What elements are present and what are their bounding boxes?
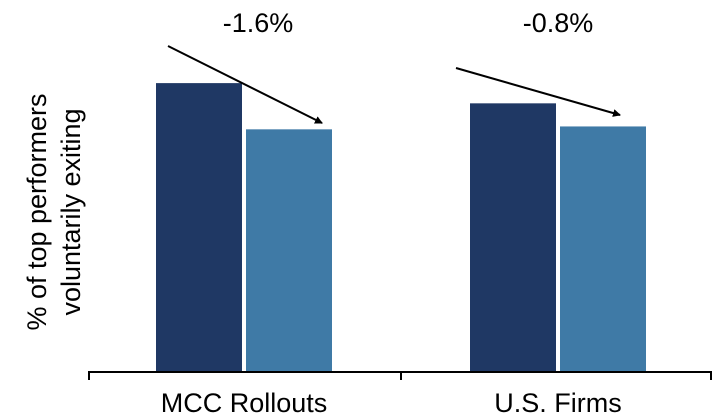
bar-mcc-rollouts-series-1: [156, 83, 242, 372]
y-axis-label-line-1: % of top performers: [22, 93, 52, 330]
change-arrow-1: [167, 45, 323, 124]
annotation-us-firms: -0.8%: [523, 8, 594, 38]
bar-mcc-rollouts-series-2: [246, 129, 332, 372]
annotations: [167, 45, 621, 124]
y-axis-label-line-2: voluntarily exiting: [56, 108, 86, 315]
category-label-us-firms: U.S. Firms: [494, 388, 622, 418]
bars: [156, 83, 646, 372]
x-axis: [88, 371, 712, 380]
bar-u-s-firms-series-1: [470, 103, 556, 372]
y-axis-label: % of top performers voluntarily exiting: [22, 93, 86, 330]
change-arrow-2: [455, 67, 621, 117]
annotation-mcc-rollouts: -1.6%: [223, 8, 294, 38]
category-label-mcc-rollouts: MCC Rollouts: [161, 388, 328, 418]
bar-u-s-firms-series-2: [560, 126, 646, 372]
